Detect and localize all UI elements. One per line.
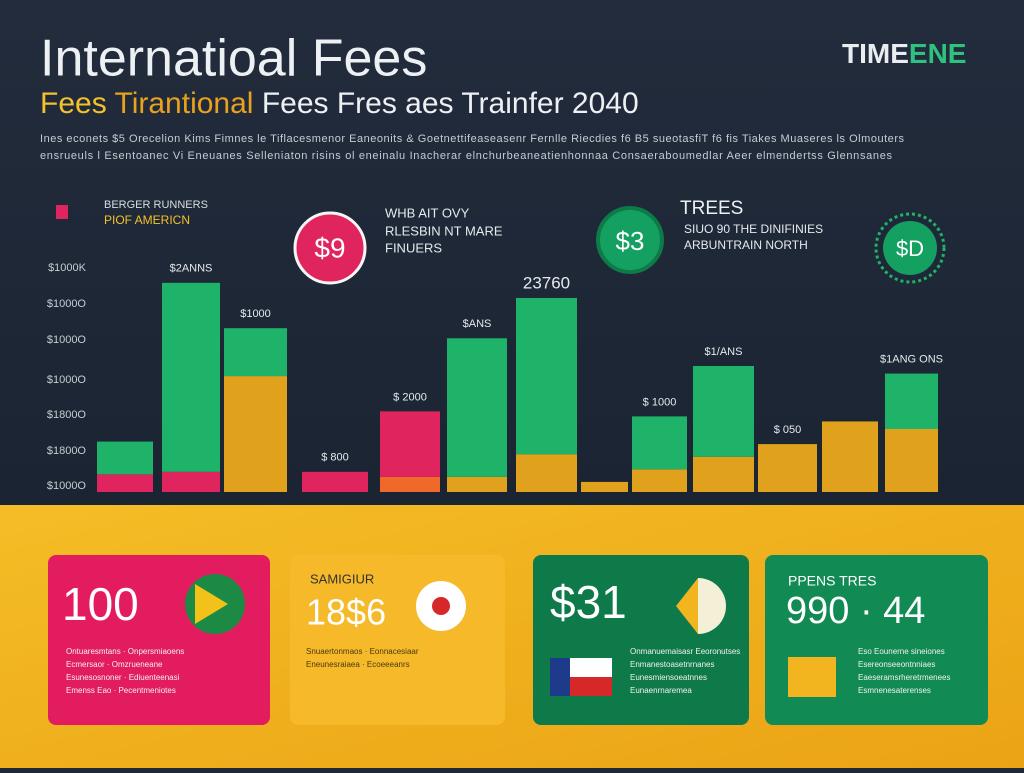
bar-label: $2ANNS — [170, 263, 213, 275]
bar-segment — [380, 476, 440, 492]
brand-part: TIME — [842, 38, 909, 69]
y-tick-label: $1000O — [47, 374, 87, 386]
bar-segment — [632, 469, 687, 492]
card-text: Esunesosnoner · Ediuenteenasi — [66, 673, 180, 682]
bar-segment — [885, 429, 938, 492]
card-heading: SAMIGIUR — [310, 571, 374, 586]
bar-segment — [581, 481, 628, 492]
bar-label: $1ANG ONS — [880, 353, 943, 365]
card-icon — [698, 578, 726, 634]
bar-segment — [885, 373, 938, 429]
card-text: Eaeseramsrheretrmenees — [858, 673, 950, 682]
callout-badge — [596, 206, 664, 274]
card-text: Ecmersaor · Omzrueneane — [66, 660, 163, 669]
bar-segment — [447, 338, 507, 477]
bar-label: $ANS — [463, 318, 492, 330]
callout-text: RLESBIN NT MARE — [385, 223, 503, 238]
legend-label: PIOF AMERICN — [104, 213, 190, 227]
card-value: 100 — [62, 578, 139, 630]
description: Ines econets $5 Orecelion Kims Fimnes le… — [40, 133, 905, 145]
bar-segment — [822, 421, 878, 492]
subtitle-part: Fees Fres aes Trainfer 2040 — [262, 87, 639, 120]
callout-text: WHB AIT OVY — [385, 205, 470, 220]
bar-segment — [97, 474, 153, 492]
title: Internatioal Fees — [40, 30, 427, 88]
card-text: Eunesmiensoeatnnes — [630, 673, 707, 682]
bar-label: $ 050 — [774, 424, 802, 436]
brand: TIMEENE — [842, 38, 966, 69]
brand-part: ENE — [909, 38, 967, 69]
card-heading: PPENS TRES — [788, 573, 876, 589]
callout-value: $9 — [314, 232, 345, 263]
card-text: Esmnenesaterenses — [858, 686, 931, 695]
card-text: Enmanestoasetnrnanes — [630, 660, 715, 669]
bar-segment — [97, 441, 153, 475]
y-tick-label: $1000O — [47, 480, 87, 492]
bar-label: $1/ANS — [705, 346, 743, 358]
bar-segment — [302, 471, 368, 492]
card-value: $31 — [550, 576, 627, 628]
y-tick-label: $1000K — [48, 262, 87, 274]
bar-segment — [693, 456, 754, 492]
card-text: Ontuaresmtans · Onpersmiaoens — [66, 647, 184, 656]
bar-label: $ 1000 — [643, 396, 677, 408]
card-icon — [676, 578, 698, 634]
card-flag — [570, 677, 612, 696]
bar-segment — [380, 411, 440, 477]
bar-segment — [162, 471, 220, 492]
callout-ring — [874, 212, 946, 284]
card-text: Eneunesraiaea · Ecoeeeanrs — [306, 660, 410, 669]
bar-label: $ 2000 — [393, 391, 427, 403]
bar-segment — [632, 416, 687, 470]
bar-label: $ 800 — [321, 452, 349, 464]
card-icon — [788, 657, 836, 697]
bar-segment — [516, 454, 577, 492]
callout-value: $3 — [616, 226, 645, 256]
callout-text: FINUERS — [385, 240, 442, 255]
bar-segment — [162, 282, 220, 472]
legend-swatch — [56, 205, 68, 219]
callout-text: ARBUNTRAIN NORTH — [684, 238, 808, 252]
callout-badge — [883, 221, 937, 275]
y-tick-label: $1800O — [47, 445, 87, 457]
card-value: 990 · 44 — [786, 590, 925, 632]
card-icon — [432, 597, 450, 615]
card-text: Eso Eounerne sineiones — [858, 647, 945, 656]
bar-label: $1000 — [240, 308, 271, 320]
bar-segment — [758, 444, 817, 492]
bar-segment — [516, 297, 577, 455]
callout-heading: TREES — [680, 198, 743, 219]
card-value: 18$6 — [306, 592, 386, 633]
card-text: Snuaertonmaos · Eonnacesiaar — [306, 647, 419, 656]
y-tick-label: $1000O — [47, 298, 87, 310]
card-icon — [195, 584, 228, 624]
card-text: Emenss Eao · Pecentmeniotes — [66, 686, 176, 695]
bar-label: 23760 — [523, 273, 570, 292]
subtitle-part: Tirantional — [115, 87, 254, 120]
callout-text: SIUO 90 THE DINIFINIES — [684, 222, 823, 236]
bar-segment — [447, 476, 507, 492]
card-text: Esereonseeontnniaes — [858, 660, 935, 669]
bar-segment — [224, 376, 287, 492]
subtitle: Fees Tirantional Fees Fres aes Trainfer … — [40, 87, 639, 120]
callout-badge — [293, 211, 367, 285]
description: ensrueuls l Esentoanec Vi Eneuanes Selle… — [40, 150, 892, 162]
y-tick-label: $1000O — [47, 334, 87, 346]
card-flag — [550, 658, 570, 696]
card-text: Onmanuemaisasr Eeoronutses — [630, 647, 740, 656]
legend-label: BERGER RUNNERS — [104, 199, 208, 211]
y-tick-label: $1800O — [47, 409, 87, 421]
subtitle-part: Fees — [40, 87, 107, 120]
card-text: Eunaenrnaremea — [630, 686, 692, 695]
bar-segment — [224, 328, 287, 377]
callout-value: $D — [896, 236, 924, 261]
bar-segment — [693, 366, 754, 457]
